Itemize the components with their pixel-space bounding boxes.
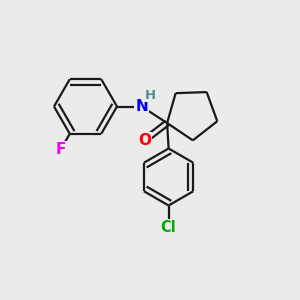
Text: O: O (139, 133, 152, 148)
Text: H: H (144, 88, 156, 102)
Text: N: N (135, 99, 148, 114)
Text: F: F (56, 142, 66, 157)
Text: Cl: Cl (161, 220, 176, 235)
